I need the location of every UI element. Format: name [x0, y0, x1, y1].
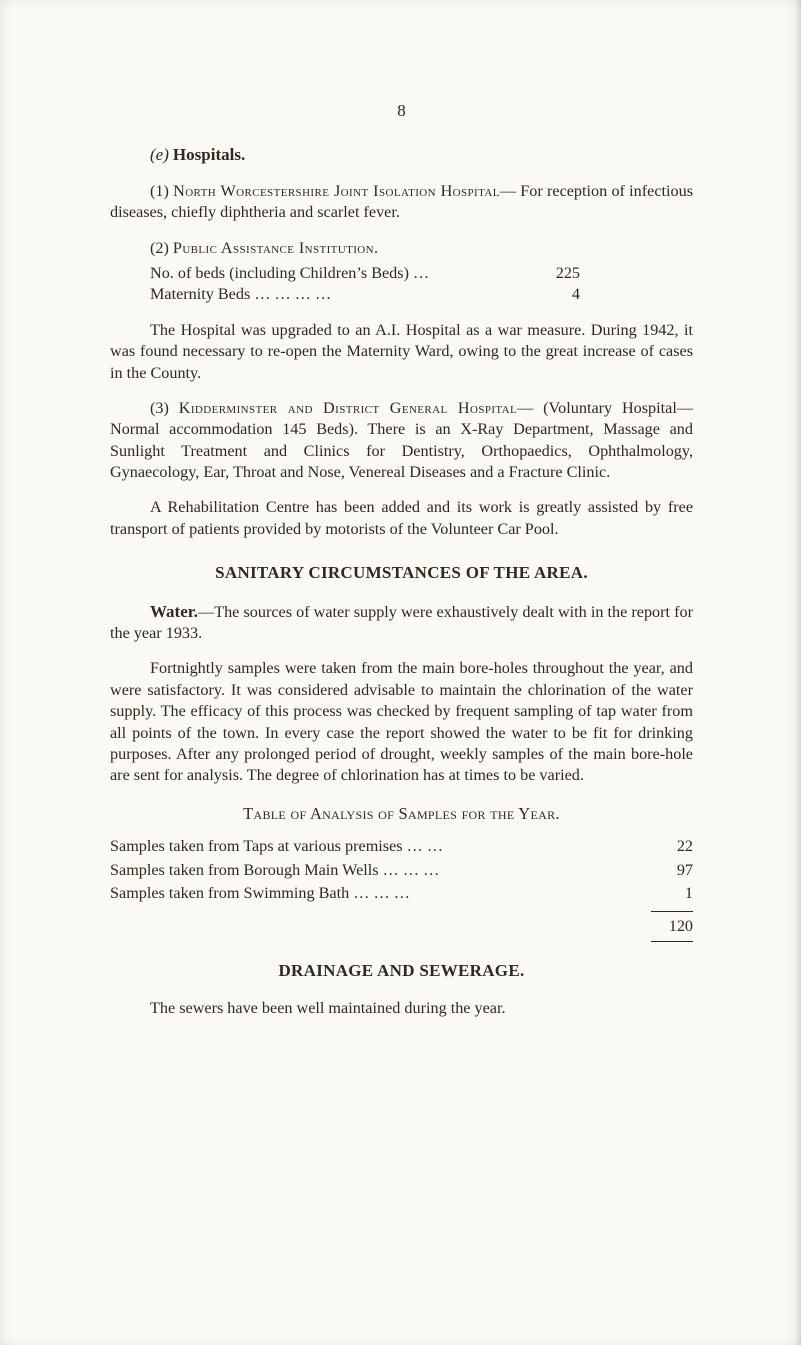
section-letter: (e) [150, 145, 169, 164]
heading-sanitary: SANITARY CIRCUMSTANCES OF THE AREA. [110, 562, 693, 584]
item-number: (2) [150, 239, 169, 257]
row-label: Samples taken from Swimming Bath … … … [110, 883, 643, 904]
row-label: No. of beds (including Children’s Beds) … [150, 263, 429, 284]
samples-table: Samples taken from Taps at various premi… [110, 836, 693, 942]
scan-edge [795, 0, 801, 1345]
section-title: Hospitals. [173, 145, 245, 164]
para-2-head: (2) Public Assistance Institution. [110, 238, 693, 259]
item-number: (1) [150, 182, 169, 200]
heading-drainage: DRAINAGE AND SEWERAGE. [110, 960, 693, 982]
row-label: Maternity Beds … … … … [150, 284, 331, 305]
para-8: The sewers have been well maintained dur… [110, 998, 693, 1019]
rule-line [651, 941, 693, 942]
table-title: Table of Analysis of Samples for the Yea… [110, 803, 693, 825]
para-5: A Rehabilitation Centre has been added a… [110, 497, 693, 540]
item-number: (3) [150, 399, 169, 417]
rule-line [651, 911, 693, 912]
row-value: 4 [572, 284, 580, 305]
dash: — [500, 182, 516, 200]
table-total: 120 [110, 916, 693, 937]
para-6: Water.—The sources of water supply were … [110, 601, 693, 645]
row-value: 97 [643, 860, 693, 881]
item-heading: Kidderminster and District General Hospi… [179, 399, 517, 417]
beds-list: No. of beds (including Children’s Beds) … [150, 263, 693, 306]
item-heading: Public Assistance Institution. [173, 239, 379, 257]
para-4: (3) Kidderminster and District General H… [110, 398, 693, 484]
para-1: (1) North Worcestershire Joint Isolation… [110, 181, 693, 224]
row-value: 22 [643, 836, 693, 857]
dash: — [517, 399, 533, 417]
page-number: 8 [110, 100, 693, 122]
row-label: Samples taken from Borough Main Wells … … [110, 860, 643, 881]
water-body: —The sources of water supply were exhaus… [110, 603, 693, 642]
water-lead: Water. [150, 602, 198, 621]
table-row: Samples taken from Swimming Bath … … … 1 [110, 883, 693, 904]
list-row: No. of beds (including Children’s Beds) … [150, 263, 580, 284]
row-label: Samples taken from Taps at various premi… [110, 836, 643, 857]
document-page: 8 (e) Hospitals. (1) North Worcestershir… [0, 0, 801, 1345]
section-e-heading: (e) Hospitals. [110, 144, 693, 166]
table-row: Samples taken from Borough Main Wells … … [110, 860, 693, 881]
list-row: Maternity Beds … … … … 4 [150, 284, 580, 305]
item-heading: North Worcestershire Joint Isolation Hos… [173, 182, 500, 200]
row-value: 225 [556, 263, 580, 284]
row-value: 1 [643, 883, 693, 904]
para-7: Fortnightly samples were taken from the … [110, 658, 693, 786]
para-3: The Hospital was upgraded to an A.I. Hos… [110, 320, 693, 384]
table-row: Samples taken from Taps at various premi… [110, 836, 693, 857]
